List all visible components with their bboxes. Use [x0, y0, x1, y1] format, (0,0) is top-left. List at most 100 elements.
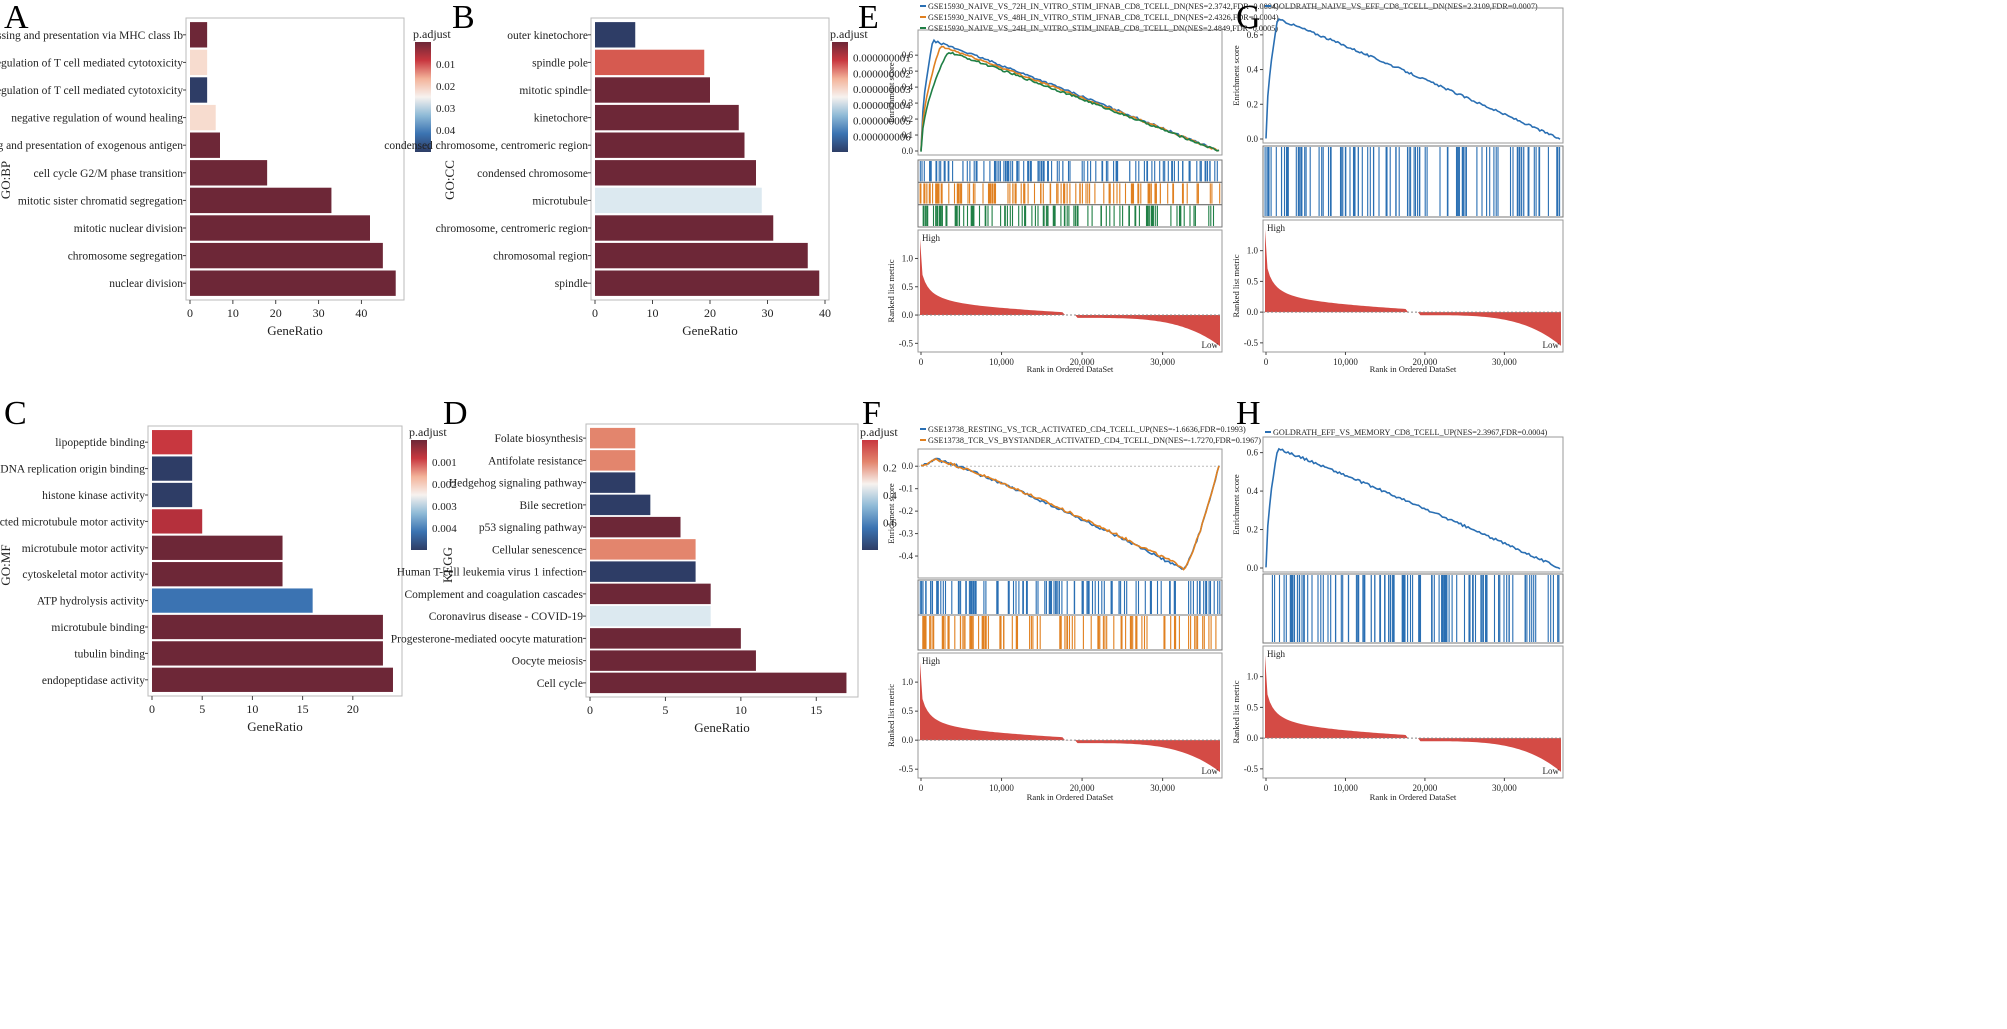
- bar-C-2: [152, 482, 193, 508]
- rank-axis-title-F: Rank in Ordered DataSet: [1027, 792, 1114, 802]
- bar-B-2: [595, 77, 710, 103]
- bar-A-1: [190, 49, 208, 76]
- hits-frame-H-0: [1262, 573, 1564, 644]
- es-tick-label-E-4: 0.4: [902, 82, 914, 92]
- es-tick-label-H-2: 0.4: [1247, 486, 1259, 496]
- panel-letter-F: F: [862, 395, 881, 432]
- legend-tick-label-B-4: 0.000000005: [853, 116, 911, 128]
- es-tick-label-E-6: 0.6: [902, 50, 914, 60]
- es-label-E: Enrichment score: [886, 62, 896, 123]
- bar-label-C-3: plus-end-directed microtubule motor acti…: [0, 516, 145, 528]
- rank-tick-label-G-2: 20,000: [1413, 357, 1438, 367]
- bar-A-4: [190, 132, 220, 158]
- legend-title-D: p.adjust: [860, 425, 898, 439]
- legend-tick-label-D-1: 0.4: [883, 490, 897, 502]
- bar-label-A-2: regulation of T cell mediated cytotoxici…: [0, 85, 183, 97]
- y-axis-title-D: KEGG: [440, 547, 455, 583]
- es-tick-label-E-5: 0.5: [902, 66, 914, 76]
- legend-tick-label-A-2: 0.03: [436, 103, 456, 115]
- metric-tick-label-H-2: 0.0: [1247, 733, 1259, 743]
- x-axis-title-C: GeneRatio: [247, 719, 303, 734]
- high-label-E: High: [922, 233, 941, 243]
- legend-title-C: p.adjust: [409, 425, 447, 439]
- bar-label-A-1: positive regulation of T cell mediated c…: [0, 57, 183, 69]
- rank-axis-title-E: Rank in Ordered DataSet: [1027, 364, 1114, 374]
- metric-tick-label-G-1: 0.5: [1247, 276, 1259, 286]
- bar-label-C-0: lipopeptide binding: [55, 437, 145, 449]
- es-tick-label-F-3: -0.3: [899, 529, 914, 539]
- es-tick-label-F-2: -0.2: [899, 506, 913, 516]
- y-axis-title-A: GO:BP: [0, 161, 13, 199]
- bar-label-D-10: Oocyte meiosis: [512, 656, 584, 668]
- hits-marks-E-2: [922, 205, 1215, 226]
- bar-label-D-7: Complement and coagulation cascades: [404, 589, 583, 601]
- bar-B-8: [595, 242, 808, 269]
- rank-tick-label-G-3: 30,000: [1492, 357, 1517, 367]
- x-tick-label-B-0: 0: [592, 306, 598, 320]
- metric-tick-label-F-3: -0.5: [899, 764, 914, 774]
- es-label-H: Enrichment score: [1231, 474, 1241, 535]
- es-curve-E-1: [920, 45, 1220, 152]
- bar-label-A-4: antigen processing and presentation of e…: [0, 140, 183, 152]
- es-label-G: Enrichment score: [1231, 45, 1241, 106]
- bar-C-0: [152, 430, 193, 455]
- bar-label-D-6: Human T-cell leukemia virus 1 infection: [397, 567, 583, 579]
- rank-tick-label-H-3: 30,000: [1492, 783, 1517, 793]
- bar-D-5: [590, 539, 696, 560]
- bar-label-A-8: chromosome segregation: [68, 251, 184, 263]
- gsea-legend-text-G-0: GOLDRATH_NAIVE_VS_EFF_CD8_TCELL_DN(NES=2…: [1273, 2, 1538, 11]
- metric-tick-label-H-1: 0.5: [1247, 702, 1259, 712]
- low-label-G: Low: [1543, 340, 1560, 350]
- rank-tick-label-F-0: 0: [919, 783, 924, 793]
- rank-tick-label-F-2: 20,000: [1070, 783, 1095, 793]
- bar-C-4: [152, 535, 283, 560]
- bar-label-D-4: p53 signaling pathway: [479, 522, 583, 534]
- metric-tick-label-E-1: 0.5: [902, 282, 914, 292]
- panel-letter-C: C: [4, 395, 27, 432]
- bar-B-3: [595, 104, 739, 131]
- bar-label-C-8: tubulin binding: [74, 648, 145, 660]
- bar-label-C-1: DNA replication origin binding: [0, 464, 145, 476]
- legend-tick-label-D-0: 0.2: [883, 463, 897, 475]
- es-curve-F-0: [920, 457, 1220, 570]
- bar-A-6: [190, 187, 332, 214]
- hits-marks-E-1: [919, 183, 1221, 204]
- metric-tick-label-F-0: 1.0: [902, 677, 914, 687]
- x-tick-label-A-4: 40: [355, 306, 367, 320]
- bar-label-B-0: outer kinetochore: [507, 30, 588, 42]
- legend-tick-label-A-1: 0.02: [436, 81, 455, 93]
- bar-A-9: [190, 270, 396, 296]
- legend-colorbar-C: [411, 440, 427, 550]
- panel-H: H GOLDRATH_EFF_VS_MEMORY_CD8_TCELL_UP(NES…: [1231, 395, 1564, 802]
- bar-C-8: [152, 641, 383, 666]
- bar-label-D-8: Coronavirus disease - COVID-19: [429, 611, 584, 623]
- legend-title-A: p.adjust: [413, 27, 451, 41]
- legend-colorbar-D: [862, 440, 878, 550]
- bar-label-D-5: Cellular senescence: [492, 544, 583, 556]
- bar-B-0: [595, 22, 636, 48]
- es-tick-label-H-0: 0.0: [1247, 563, 1259, 573]
- hits-marks-H-0: [1271, 575, 1560, 642]
- y-axis-title-B: GO:CC: [442, 160, 457, 200]
- gsea-legend-text-F-1: GSE13738_TCR_VS_BYSTANDER_ACTIVATED_CD4_…: [928, 436, 1261, 445]
- bar-D-3: [590, 494, 651, 516]
- bar-A-7: [190, 215, 370, 241]
- bar-D-9: [590, 628, 741, 649]
- bar-label-C-4: microtubule motor activity: [22, 543, 146, 555]
- es-tick-label-H-3: 0.6: [1247, 448, 1259, 458]
- bar-D-0: [590, 427, 636, 449]
- rank-axis-title-G: Rank in Ordered DataSet: [1370, 364, 1457, 374]
- bar-label-A-0: antigen processing and presentation via …: [0, 30, 183, 42]
- bar-label-A-5: cell cycle G2/M phase transition: [34, 168, 184, 180]
- metric-tick-label-E-2: 0.0: [902, 310, 914, 320]
- x-tick-label-D-0: 0: [587, 703, 593, 717]
- es-tick-label-F-4: -0.4: [899, 551, 914, 561]
- legend-tick-label-D-2: 0.6: [883, 518, 897, 530]
- bar-D-11: [590, 672, 847, 694]
- bar-label-C-7: microtubule binding: [51, 622, 145, 634]
- es-label-F: Enrichment score: [886, 483, 896, 544]
- hits-marks-E-0: [919, 161, 1218, 182]
- es-tick-label-F-1: -0.1: [899, 484, 913, 494]
- bar-label-B-8: chromosomal region: [493, 251, 588, 263]
